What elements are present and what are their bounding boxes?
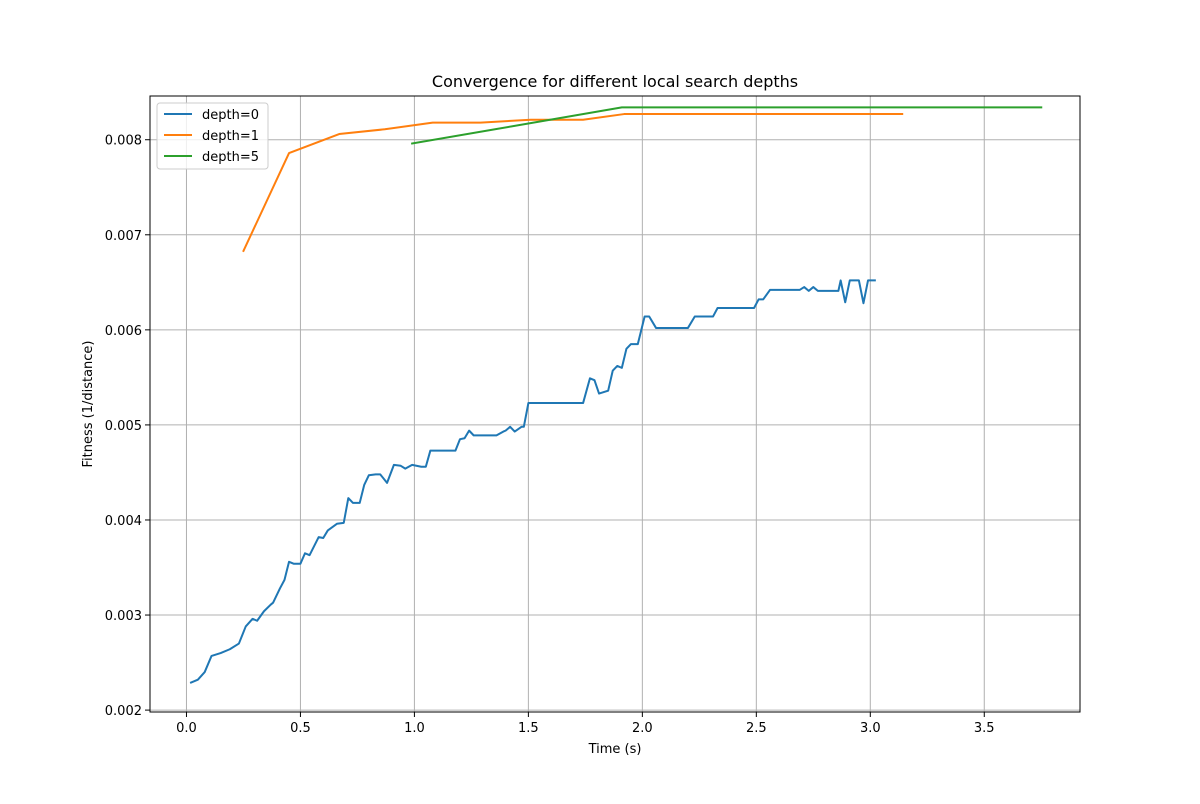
series-line-depth-5: [410, 106, 1043, 145]
x-tick-label: 1.5: [518, 721, 539, 736]
x-tick-label: 3.0: [860, 721, 881, 736]
series-line-depth-1: [242, 113, 904, 253]
legend-label: depth=0: [202, 108, 259, 123]
chart-title: Convergence for different local search d…: [432, 72, 798, 91]
x-tick-label: 3.5: [974, 721, 995, 736]
series-line-depth-0: [189, 279, 876, 684]
y-tick-label: 0.007: [105, 229, 142, 244]
y-tick-label: 0.003: [105, 609, 142, 624]
legend-label: depth=5: [202, 150, 259, 165]
grid: [150, 96, 1080, 712]
x-axis-label: Time (s): [588, 742, 642, 757]
y-tick-label: 0.005: [105, 419, 142, 434]
series-lines: [189, 106, 1043, 684]
legend-box: [156, 102, 269, 170]
x-tick-label: 0.0: [176, 721, 197, 736]
x-tick-label: 2.5: [746, 721, 767, 736]
legend: depth=0 depth=1 depth=5: [156, 102, 269, 170]
x-tick-label: 1.0: [404, 721, 425, 736]
y-axis-label: Fitness (1/distance): [81, 340, 96, 467]
y-tick-label: 0.006: [105, 324, 142, 339]
x-tick-label: 0.5: [290, 721, 311, 736]
legend-label: depth=1: [202, 129, 259, 144]
y-tick-label: 0.002: [105, 704, 142, 719]
y-tick-label: 0.008: [105, 134, 142, 149]
plot-frame: [149, 95, 1081, 713]
y-tick-label: 0.004: [105, 514, 142, 529]
x-tick-label: 2.0: [632, 721, 653, 736]
axis-ticks: 0.0 0.5 1.0 1.5 2.0 2.5 3.0 3.5 0.002 0.003 0.004 0…: [105, 134, 995, 736]
